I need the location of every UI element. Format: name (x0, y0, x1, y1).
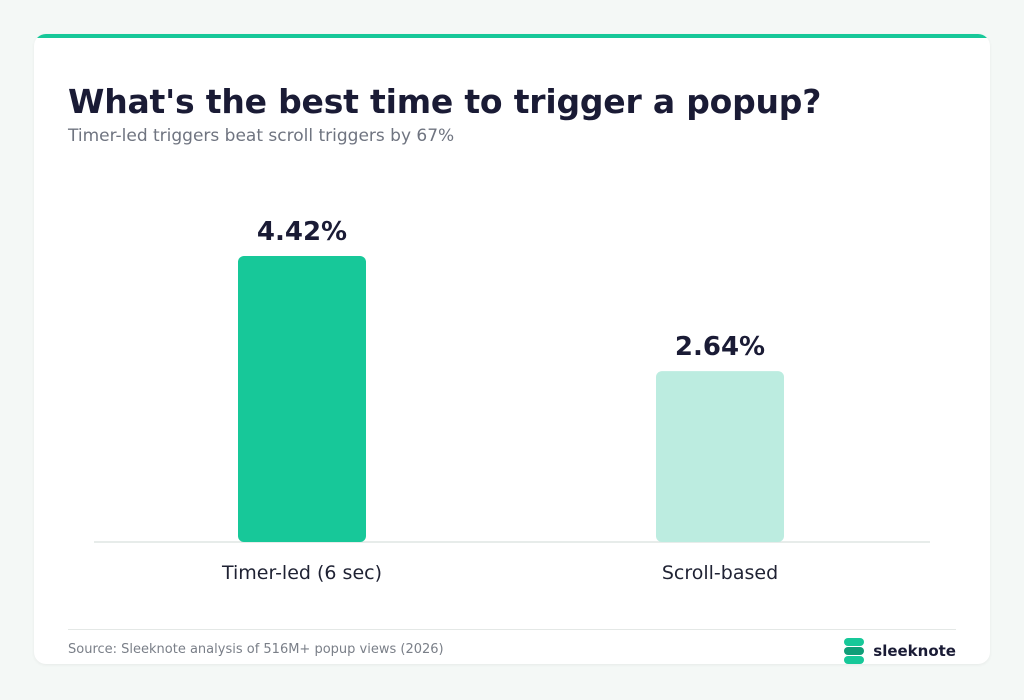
accent-bar (34, 34, 990, 38)
category-label-1: Scroll-based (662, 562, 778, 584)
bar-1 (656, 371, 784, 542)
chart-subtitle: Timer-led triggers beat scroll triggers … (68, 126, 455, 146)
source-note: Source: Sleeknote analysis of 516M+ popu… (68, 642, 444, 657)
footer-divider (68, 629, 956, 630)
sleeknote-logo-icon (844, 638, 865, 664)
category-label-0: Timer-led (6 sec) (221, 562, 382, 584)
brand-name: sleeknote (873, 642, 956, 660)
chart-card: What's the best time to trigger a popup?… (34, 34, 990, 664)
data-label-1: 2.64% (675, 332, 765, 362)
data-label-0: 4.42% (257, 217, 347, 247)
bar-0 (238, 256, 366, 542)
brand: sleeknote (841, 636, 956, 664)
chart-title: What's the best time to trigger a popup? (68, 82, 822, 121)
bar-chart: 4.42% Timer-led (6 sec) 2.64% Scroll-based (94, 217, 930, 584)
